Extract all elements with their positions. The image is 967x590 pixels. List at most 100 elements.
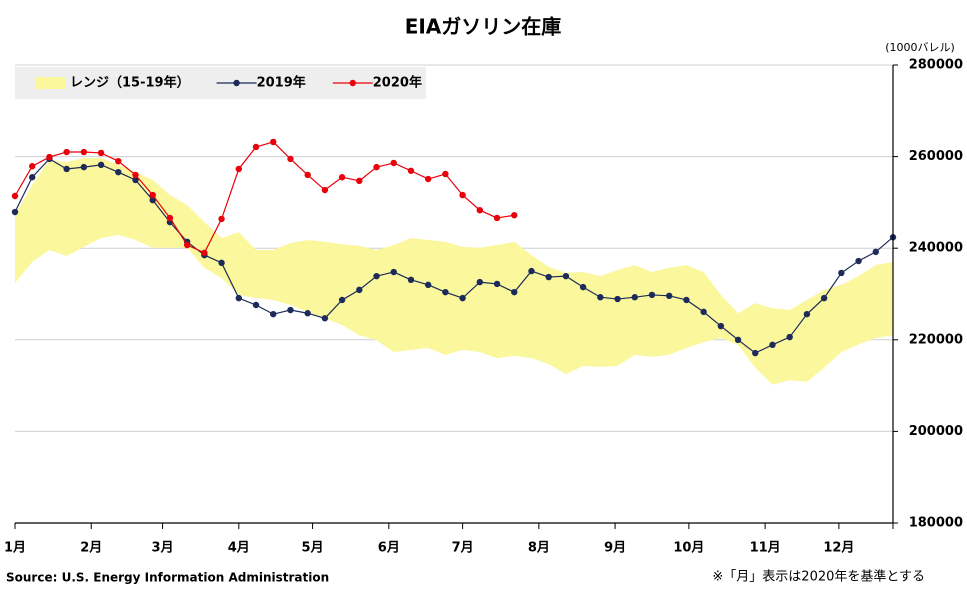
point	[493, 280, 501, 288]
point	[304, 310, 311, 317]
point	[786, 333, 793, 341]
legend-label: 2019年	[257, 75, 306, 91]
y-tick-label: 260000	[909, 149, 963, 164]
point	[597, 294, 604, 301]
point	[80, 163, 88, 171]
y-tick-label: 180000	[909, 516, 963, 531]
point	[373, 272, 380, 280]
point	[820, 294, 828, 302]
point	[252, 143, 260, 151]
x-tick-label: 3月	[152, 541, 174, 556]
point	[63, 148, 70, 156]
point	[356, 286, 363, 294]
point	[390, 159, 397, 167]
point	[218, 259, 225, 267]
point	[424, 281, 432, 289]
point	[149, 196, 156, 204]
point	[270, 310, 277, 318]
point	[218, 215, 225, 223]
point	[287, 306, 294, 314]
point	[97, 161, 105, 169]
x-tick-label: 5月	[302, 541, 324, 556]
point	[183, 241, 191, 249]
x-tick-label: 4月	[228, 541, 250, 556]
point	[717, 322, 725, 330]
point	[511, 212, 518, 219]
point	[115, 168, 122, 176]
unit-label: (1000バレル)	[885, 41, 955, 54]
point	[476, 278, 484, 286]
point	[338, 296, 346, 304]
y-tick-label: 200000	[909, 424, 963, 439]
point	[872, 248, 879, 256]
point	[252, 301, 260, 309]
x-tick-label: 7月	[452, 541, 474, 556]
chart-title: EIAガソリン在庫	[405, 15, 562, 39]
point	[528, 267, 535, 275]
point	[665, 292, 673, 300]
point	[235, 165, 243, 173]
point	[46, 153, 53, 161]
point	[373, 163, 380, 171]
point	[459, 294, 466, 302]
point	[304, 171, 311, 179]
point	[407, 276, 415, 284]
x-tick-label: 11月	[750, 541, 781, 556]
x-tick-label: 6月	[378, 541, 400, 556]
point	[287, 155, 294, 163]
point	[132, 176, 139, 184]
point	[80, 148, 88, 156]
point	[407, 167, 415, 174]
legend-swatch	[35, 77, 65, 89]
point	[338, 174, 346, 181]
point	[97, 149, 105, 157]
point	[166, 214, 174, 222]
point	[648, 291, 656, 299]
legend-swatch	[349, 79, 356, 87]
series-line	[14, 158, 894, 354]
point	[752, 349, 759, 357]
point	[201, 249, 208, 256]
point	[29, 163, 36, 170]
point	[511, 288, 518, 296]
point	[855, 257, 862, 265]
point	[683, 296, 690, 304]
point	[390, 268, 397, 276]
point	[149, 191, 156, 199]
point	[424, 175, 432, 183]
y-tick-label: 240000	[909, 241, 963, 256]
point	[493, 214, 501, 222]
y-tick-label: 280000	[909, 58, 963, 73]
point	[631, 294, 638, 301]
x-tick-label: 8月	[528, 541, 550, 556]
x-tick-label: 9月	[604, 541, 626, 556]
x-tick-label: 2月	[80, 541, 102, 556]
y-tick-label: 220000	[909, 332, 963, 347]
note: ※「月」表示は2020年を基準とする	[712, 569, 925, 585]
point	[545, 273, 552, 281]
legend-label: レンジ（15-19年）	[70, 75, 190, 91]
point	[459, 191, 466, 199]
point	[132, 171, 139, 179]
point	[803, 310, 811, 318]
point	[734, 336, 742, 343]
point	[321, 186, 329, 194]
point	[614, 295, 621, 303]
point	[356, 177, 363, 185]
point	[29, 174, 36, 181]
point	[11, 208, 19, 216]
point	[442, 288, 449, 296]
point	[838, 269, 845, 277]
point	[769, 341, 776, 349]
x-tick-label: 12月	[823, 541, 854, 556]
x-tick-label: 1月	[4, 541, 26, 556]
point	[11, 192, 19, 200]
legend-swatch	[233, 79, 240, 87]
range-band	[15, 157, 893, 385]
point	[321, 315, 329, 322]
legend-label: 2020年	[373, 75, 422, 91]
point	[700, 308, 707, 316]
point	[115, 157, 122, 165]
point	[562, 272, 570, 280]
